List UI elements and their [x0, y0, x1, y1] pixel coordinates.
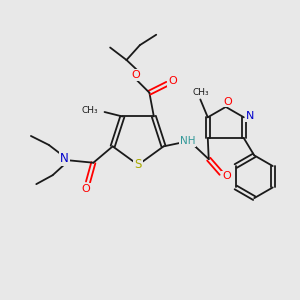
Text: O: O	[131, 70, 140, 80]
Text: N: N	[60, 152, 69, 165]
Text: N: N	[246, 111, 254, 121]
Text: O: O	[81, 184, 90, 194]
Text: O: O	[222, 171, 231, 182]
Text: NH: NH	[180, 136, 195, 146]
Text: S: S	[134, 158, 142, 171]
Text: CH₃: CH₃	[192, 88, 209, 98]
Text: O: O	[223, 97, 232, 106]
Text: O: O	[168, 76, 177, 86]
Text: CH₃: CH₃	[81, 106, 98, 115]
